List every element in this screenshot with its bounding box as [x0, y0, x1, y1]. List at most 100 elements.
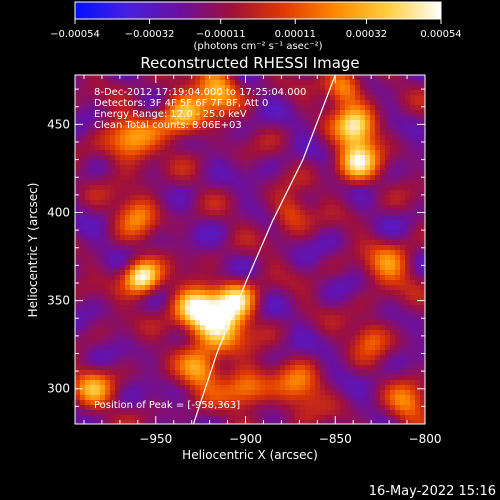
- heatmap-cell: [390, 360, 396, 366]
- heatmap-cell: [230, 275, 236, 281]
- heatmap-cell: [325, 145, 331, 151]
- heatmap-cell: [325, 365, 331, 371]
- heatmap-cell: [325, 240, 331, 246]
- heatmap-cell: [275, 275, 281, 281]
- heatmap-cell: [310, 375, 316, 381]
- heatmap-cell: [165, 390, 171, 396]
- heatmap-cell: [365, 275, 371, 281]
- heatmap-cell: [260, 320, 266, 326]
- heatmap-cell: [105, 335, 111, 341]
- heatmap-cell: [225, 380, 231, 386]
- heatmap-cell: [140, 255, 146, 261]
- heatmap-cell: [375, 280, 381, 286]
- heatmap-cell: [350, 335, 356, 341]
- heatmap-cell: [205, 80, 211, 86]
- heatmap-cell: [380, 260, 386, 266]
- heatmap-cell: [130, 120, 136, 126]
- heatmap-cell: [305, 355, 311, 361]
- heatmap-cell: [160, 105, 166, 111]
- heatmap-cell: [185, 355, 191, 361]
- heatmap-cell: [90, 290, 96, 296]
- heatmap-cell: [115, 335, 121, 341]
- heatmap-cell: [395, 150, 401, 156]
- heatmap-cell: [325, 285, 331, 291]
- heatmap-cell: [80, 180, 86, 186]
- heatmap-cell: [80, 240, 86, 246]
- heatmap-cell: [380, 130, 386, 136]
- heatmap-cell: [220, 180, 226, 186]
- heatmap-cell: [265, 300, 271, 306]
- heatmap-cell: [380, 230, 386, 236]
- heatmap-cell: [265, 385, 271, 391]
- heatmap-cell: [255, 205, 261, 211]
- heatmap-cell: [355, 400, 361, 406]
- heatmap-cell: [410, 395, 416, 401]
- heatmap-cell: [250, 350, 256, 356]
- heatmap-cell: [135, 115, 141, 121]
- heatmap-cell: [265, 115, 271, 121]
- heatmap-cell: [320, 250, 326, 256]
- heatmap-cell: [380, 370, 386, 376]
- heatmap-cell: [190, 195, 196, 201]
- heatmap-cell: [120, 330, 126, 336]
- heatmap-cell: [155, 385, 161, 391]
- heatmap-cell: [380, 275, 386, 281]
- heatmap-cell: [395, 390, 401, 396]
- heatmap-cell: [390, 300, 396, 306]
- heatmap-cell: [170, 205, 176, 211]
- heatmap-cell: [225, 415, 231, 421]
- heatmap-cell: [420, 325, 425, 331]
- heatmap-cell: [130, 315, 136, 321]
- heatmap-cell: [145, 395, 151, 401]
- heatmap-cell: [75, 415, 81, 421]
- heatmap-cell: [160, 370, 166, 376]
- heatmap-cell: [80, 95, 86, 101]
- heatmap-cell: [105, 175, 111, 181]
- heatmap-cell: [270, 235, 276, 241]
- heatmap-cell: [275, 380, 281, 386]
- heatmap-cell: [245, 330, 251, 336]
- heatmap-cell: [195, 300, 201, 306]
- heatmap-cell: [260, 170, 266, 176]
- heatmap-cell: [220, 260, 226, 266]
- heatmap-cell: [350, 265, 356, 271]
- heatmap-cell: [170, 190, 176, 196]
- heatmap-cell: [290, 140, 296, 146]
- heatmap-cell: [270, 85, 276, 91]
- heatmap-cell: [355, 220, 361, 226]
- heatmap-cell: [95, 180, 101, 186]
- heatmap-cell: [110, 360, 116, 366]
- heatmap-cell: [225, 335, 231, 341]
- heatmap-cell: [415, 180, 421, 186]
- heatmap-cell: [300, 180, 306, 186]
- heatmap-cell: [300, 100, 306, 106]
- heatmap-cell: [330, 110, 336, 116]
- heatmap-cell: [250, 205, 256, 211]
- heatmap-cell: [375, 235, 381, 241]
- heatmap-cell: [120, 320, 126, 326]
- colorbar-tick-label: −0.00032: [125, 29, 175, 40]
- heatmap-cell: [155, 160, 161, 166]
- heatmap-cell: [185, 215, 191, 221]
- heatmap-cell: [95, 190, 101, 196]
- heatmap-cell: [270, 170, 276, 176]
- heatmap-cell: [105, 285, 111, 291]
- heatmap-cell: [355, 420, 361, 424]
- heatmap-cell: [180, 205, 186, 211]
- heatmap-cell: [365, 415, 371, 421]
- heatmap-cell: [175, 210, 181, 216]
- heatmap-cell: [100, 335, 106, 341]
- heatmap-cell: [130, 325, 136, 331]
- heatmap-cell: [310, 110, 316, 116]
- heatmap-cell: [345, 205, 351, 211]
- heatmap-cell: [405, 265, 411, 271]
- heatmap-cell: [145, 205, 151, 211]
- heatmap-cell: [105, 145, 111, 151]
- heatmap-cell: [105, 205, 111, 211]
- heatmap-cell: [90, 75, 96, 81]
- heatmap-cell: [130, 400, 136, 406]
- heatmap-cell: [120, 290, 126, 296]
- heatmap-cell: [150, 140, 156, 146]
- heatmap-cell: [330, 330, 336, 336]
- heatmap-cell: [175, 160, 181, 166]
